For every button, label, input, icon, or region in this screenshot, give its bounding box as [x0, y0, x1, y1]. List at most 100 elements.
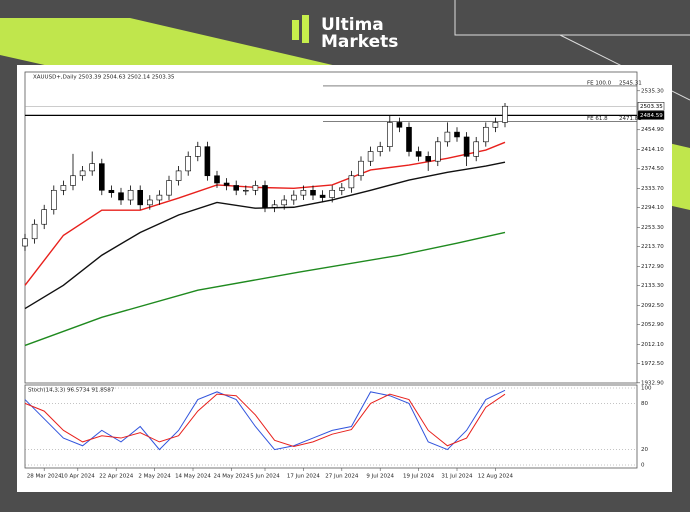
candle-body [290, 194, 297, 201]
candle-body [377, 146, 384, 152]
candle-body [31, 223, 38, 240]
logo: Ultima Markets [292, 15, 398, 52]
moving-average [24, 231, 506, 347]
y-tick-label: 2535.30 [641, 88, 664, 94]
candle-body [89, 163, 95, 172]
candle-body [137, 189, 143, 206]
moving-average [24, 141, 506, 286]
candle-body [175, 170, 182, 181]
x-tick-label: 2 May 2024 [138, 474, 171, 480]
y-tick-label: 2133.30 [641, 283, 664, 289]
x-tick-label: 27 Jun 2024 [325, 474, 359, 480]
x-tick-label: 10 Apr 2024 [61, 474, 96, 480]
x-tick-label: 19 Jul 2024 [403, 474, 435, 480]
y-tick-label: 100 [641, 386, 652, 392]
candle-body [195, 146, 201, 157]
price-label: 2503.35 [640, 104, 663, 110]
candle-body [214, 175, 220, 184]
brand: Ultima [321, 15, 384, 35]
stoch-line [24, 393, 506, 448]
y-tick-label: 1972.50 [641, 361, 664, 367]
y-tick-label: 2333.70 [641, 186, 664, 192]
candle-body [166, 180, 172, 196]
candle-body [127, 189, 134, 201]
candle-body [22, 238, 28, 247]
y-tick-label: 2374.50 [641, 166, 664, 172]
candle-body [50, 189, 57, 210]
x-tick-label: 31 Jul 2024 [441, 474, 473, 480]
logo-bar [302, 15, 309, 43]
candle-body [147, 199, 153, 206]
x-tick-label: 9 Jul 2024 [366, 474, 394, 480]
candle-body [223, 182, 230, 186]
chart-panel [17, 65, 672, 492]
candle-body [444, 131, 451, 143]
x-tick-label: 12 Aug 2024 [478, 474, 514, 480]
price-box [637, 111, 665, 120]
candle-body [367, 151, 374, 162]
candle-body [243, 189, 249, 192]
candle-body [454, 131, 460, 138]
fibo-value: 2471.83 [619, 116, 642, 122]
candle-body [348, 175, 355, 189]
price-label: 2484.59 [640, 113, 663, 119]
y-tick-label: 2092.50 [641, 303, 664, 309]
x-tick-label: 28 Mar 2024 [27, 474, 62, 480]
y-tick-label: 2052.90 [641, 322, 664, 328]
y-tick-label: 2294.10 [641, 205, 664, 211]
candle-body [319, 194, 326, 198]
candle-body [281, 199, 288, 206]
candle-body [99, 163, 105, 191]
candle-body [156, 194, 163, 201]
candle-body [463, 136, 470, 157]
candle-body [262, 185, 268, 208]
y-tick-label: 1932.90 [641, 380, 664, 386]
candle-body [185, 156, 191, 172]
candle-body [406, 126, 412, 152]
candle-body [271, 204, 278, 208]
chart-title: XAUUSD+,Daily 2503.39 2504.63 2502.14 25… [33, 75, 175, 81]
candle-body [252, 185, 259, 191]
logo-bar [292, 20, 299, 40]
candle-body [473, 141, 480, 157]
fibo-label: FE 100.0 [587, 80, 612, 86]
candle-body [70, 175, 76, 186]
x-tick-label: 14 May 2024 [175, 474, 211, 480]
candle-body [108, 189, 115, 194]
y-tick-label: 80 [641, 401, 648, 407]
candle-body [396, 122, 403, 128]
y-tick-label: 2213.70 [641, 244, 664, 250]
x-tick-label: 5 Jun 2024 [250, 474, 280, 480]
candle-body [233, 185, 239, 191]
candle-body [329, 189, 336, 198]
candle-body [482, 126, 489, 143]
price-box [637, 102, 665, 111]
x-tick-label: 24 May 2024 [213, 474, 249, 480]
y-tick-label: 2454.90 [641, 127, 664, 133]
x-tick-label: 22 Apr 2024 [99, 474, 134, 480]
candle-body [338, 187, 345, 191]
y-tick-label: 2253.30 [641, 225, 664, 231]
candle-body [60, 185, 67, 191]
stoch-frame [24, 384, 638, 469]
y-tick-label: 2012.10 [641, 342, 664, 348]
candle-body [79, 170, 86, 177]
candle-body [434, 141, 441, 162]
candle-body [358, 160, 364, 177]
y-tick-label: 2414.10 [641, 147, 664, 153]
y-tick-label: 2172.90 [641, 264, 664, 270]
indicator-title: Stoch(14,3,3) 96.5734 91.8587 [28, 388, 115, 394]
candle-body [425, 156, 432, 162]
candle-body [310, 189, 316, 196]
x-tick-label: 17 Jun 2024 [287, 474, 321, 480]
stoch-line [24, 389, 506, 451]
fibo-value: 2545.31 [619, 80, 642, 86]
candle-body [204, 146, 211, 177]
candle-body [41, 209, 48, 225]
brand: Markets [321, 32, 398, 52]
fibo-label: FE 61.8 [587, 116, 608, 122]
candle-body [492, 122, 499, 128]
y-tick-label: 20 [641, 447, 648, 453]
